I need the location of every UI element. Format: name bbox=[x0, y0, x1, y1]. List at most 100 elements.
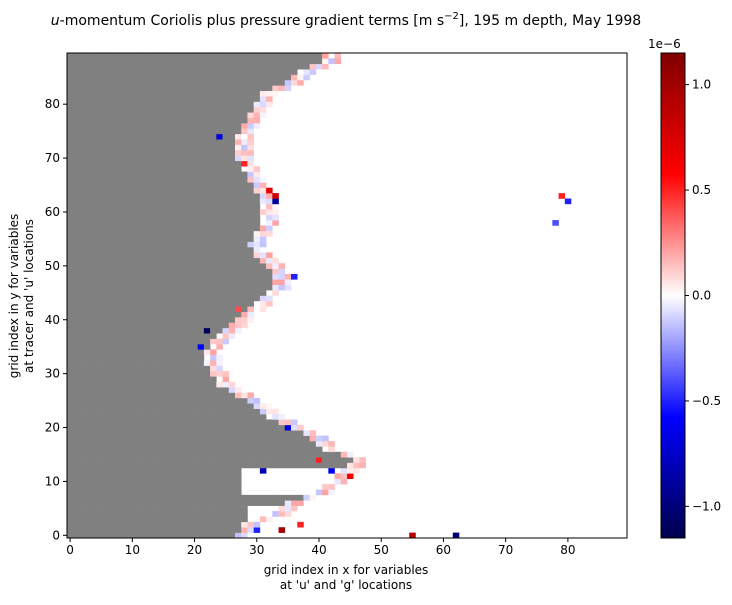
heatmap-cell bbox=[91, 419, 99, 426]
heatmap-cell bbox=[147, 90, 155, 97]
y-tick-label: 10 bbox=[45, 474, 60, 488]
heatmap-cell bbox=[278, 284, 286, 291]
heatmap-cell bbox=[266, 58, 273, 65]
heatmap-cell bbox=[179, 160, 186, 167]
heatmap-cell bbox=[241, 96, 248, 102]
heatmap-cell bbox=[179, 462, 186, 469]
heatmap-cell bbox=[297, 435, 304, 442]
heatmap-cell bbox=[228, 79, 236, 86]
heatmap-cell bbox=[203, 69, 211, 75]
heatmap-cell bbox=[253, 441, 261, 447]
heatmap-cell bbox=[179, 128, 186, 135]
heatmap-cell bbox=[185, 193, 192, 199]
heatmap-cell bbox=[116, 133, 124, 140]
heatmap-cell bbox=[235, 74, 242, 81]
heatmap-cell bbox=[222, 387, 230, 393]
heatmap-cell bbox=[79, 220, 86, 226]
heatmap-cell bbox=[85, 500, 93, 506]
heatmap-cell bbox=[147, 446, 155, 453]
heatmap-cell bbox=[135, 306, 142, 312]
heatmap-cell bbox=[135, 376, 142, 383]
heatmap-cell bbox=[154, 139, 161, 145]
heatmap-cell bbox=[185, 300, 192, 307]
heatmap-cell bbox=[216, 182, 223, 189]
heatmap-cell bbox=[147, 457, 155, 463]
heatmap-cell bbox=[129, 451, 136, 458]
heatmap-cell bbox=[241, 403, 248, 409]
heatmap-cell bbox=[91, 193, 99, 199]
heatmap-cell bbox=[154, 279, 161, 286]
colorbar-ticks: −1.0−0.50.00.51.0 bbox=[685, 78, 721, 513]
heatmap-cell bbox=[104, 403, 111, 409]
heatmap-cell bbox=[135, 381, 142, 388]
heatmap-cell bbox=[135, 247, 142, 253]
heatmap-cell bbox=[79, 279, 86, 286]
heatmap-cell bbox=[241, 505, 248, 512]
heatmap-cell bbox=[197, 90, 205, 97]
heatmap-cell bbox=[315, 489, 323, 496]
heatmap-cell bbox=[266, 63, 273, 70]
heatmap-cell bbox=[185, 435, 192, 442]
heatmap-cell bbox=[110, 527, 118, 533]
heatmap-cell bbox=[334, 478, 342, 485]
heatmap-cell bbox=[241, 273, 248, 280]
heatmap-cell bbox=[235, 306, 242, 312]
heatmap-cell bbox=[197, 387, 205, 393]
heatmap-cell bbox=[179, 370, 186, 377]
heatmap-cell bbox=[85, 435, 93, 442]
heatmap-cell bbox=[73, 360, 80, 366]
heatmap-cell bbox=[197, 144, 205, 151]
heatmap-cell bbox=[235, 494, 242, 501]
heatmap-cell bbox=[160, 63, 167, 70]
heatmap-cell bbox=[110, 435, 118, 442]
heatmap-cell bbox=[172, 90, 180, 97]
heatmap-cell bbox=[322, 58, 329, 65]
heatmap-cell bbox=[266, 220, 273, 226]
heatmap-cell bbox=[85, 430, 93, 436]
heatmap-cell bbox=[278, 446, 286, 453]
heatmap-cell bbox=[123, 419, 130, 426]
heatmap-cell bbox=[191, 63, 198, 70]
heatmap-cell bbox=[67, 435, 74, 442]
heatmap-cell bbox=[197, 230, 205, 237]
heatmap-cell bbox=[141, 333, 149, 339]
heatmap-cell bbox=[297, 500, 304, 506]
heatmap-cell bbox=[67, 263, 74, 269]
heatmap-cell bbox=[67, 295, 74, 302]
heatmap-cell bbox=[141, 209, 149, 215]
heatmap-cell bbox=[123, 505, 130, 512]
heatmap-cell bbox=[216, 527, 223, 533]
heatmap-cell bbox=[123, 462, 130, 469]
heatmap-cell bbox=[166, 263, 174, 269]
heatmap-cell bbox=[141, 365, 149, 372]
heatmap-cell bbox=[104, 327, 111, 334]
heatmap-cell bbox=[123, 63, 130, 70]
heatmap-cell bbox=[85, 467, 93, 474]
heatmap-cell bbox=[141, 128, 149, 135]
heatmap-cell bbox=[98, 494, 105, 501]
heatmap-cell bbox=[266, 79, 273, 86]
heatmap-cell bbox=[278, 69, 286, 75]
heatmap-cell bbox=[85, 198, 93, 205]
heatmap-cell bbox=[135, 69, 142, 75]
heatmap-cell bbox=[85, 155, 93, 162]
heatmap-cell bbox=[241, 69, 248, 75]
heatmap-cell bbox=[210, 263, 217, 269]
heatmap-cell bbox=[247, 241, 254, 248]
heatmap-cell bbox=[91, 478, 99, 485]
heatmap-cell bbox=[147, 58, 155, 65]
heatmap-cell bbox=[191, 300, 198, 307]
heatmap-cell bbox=[141, 69, 149, 75]
heatmap-cell bbox=[216, 193, 223, 199]
heatmap-cell bbox=[179, 322, 186, 329]
heatmap-cell bbox=[104, 123, 111, 129]
heatmap-cell bbox=[191, 381, 198, 388]
heatmap-cell bbox=[79, 236, 86, 242]
heatmap-cell bbox=[222, 505, 230, 512]
heatmap-cell bbox=[291, 451, 298, 458]
heatmap-cell bbox=[98, 96, 105, 102]
heatmap-cell bbox=[104, 370, 111, 377]
heatmap-cell bbox=[185, 494, 192, 501]
heatmap-cell bbox=[272, 85, 279, 92]
heatmap-cell bbox=[172, 365, 180, 372]
